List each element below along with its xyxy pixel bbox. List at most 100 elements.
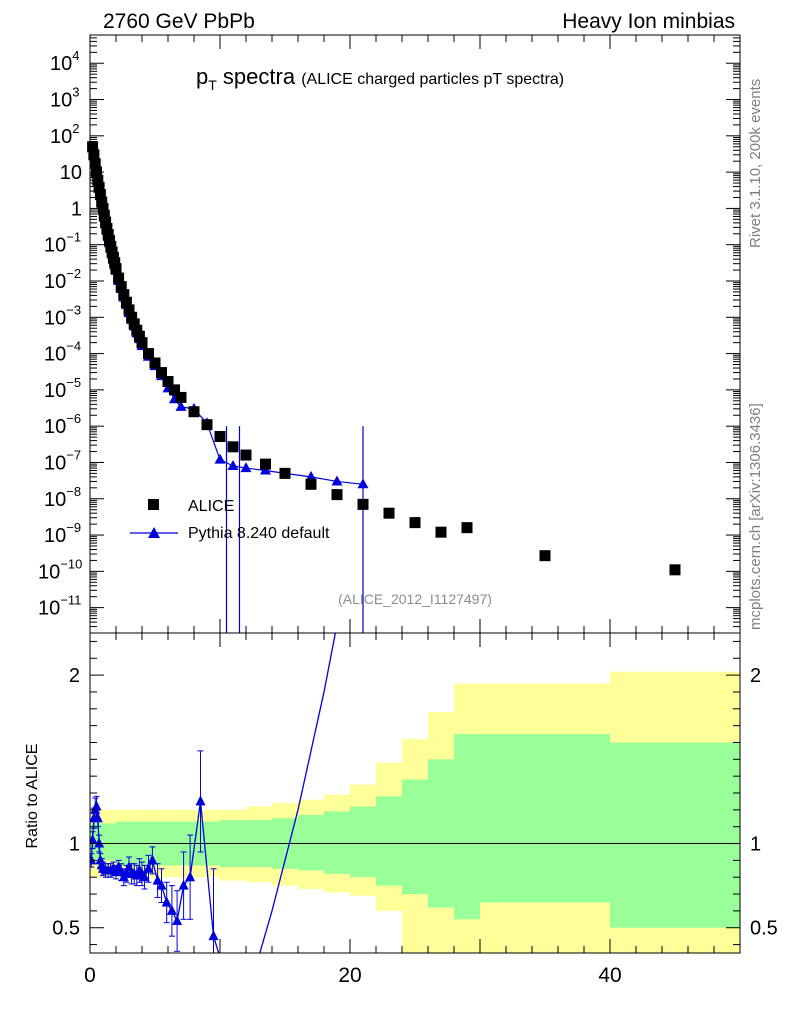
alice-point bbox=[331, 489, 343, 501]
pythia-point bbox=[305, 470, 317, 481]
ratio-data-layer bbox=[90, 633, 337, 953]
alice-point bbox=[305, 478, 317, 490]
ratio-point bbox=[161, 896, 172, 907]
ratio-y-tick-label-right: 1 bbox=[750, 834, 761, 856]
pythia-point bbox=[175, 400, 187, 411]
alice-point bbox=[133, 330, 145, 342]
y-tick-label: 10−1 bbox=[44, 230, 81, 257]
ratio-panel: 0.5 0.51 12 20 20 40 Ratio to ALICE bbox=[24, 632, 778, 987]
alice-point bbox=[162, 376, 174, 388]
y-tick-label: 10−5 bbox=[44, 375, 81, 402]
ratio-y-label: Ratio to ALICE bbox=[24, 744, 41, 849]
legend-label-pythia: Pythia 8.240 default bbox=[188, 525, 330, 542]
alice-point bbox=[149, 357, 161, 369]
alice-point bbox=[227, 441, 239, 453]
alice-point bbox=[156, 367, 167, 379]
alice-point bbox=[461, 522, 473, 534]
x-tick-label: 20 bbox=[338, 964, 361, 987]
green-band-bin bbox=[298, 814, 325, 871]
ratio-y-tick-label: 1 bbox=[69, 834, 80, 856]
alice-point bbox=[539, 550, 551, 562]
ratio-y-tick-label: 2 bbox=[69, 665, 80, 687]
ratio-point bbox=[195, 795, 206, 806]
y-tick-label: 10−4 bbox=[44, 339, 81, 366]
ratio-point bbox=[152, 874, 163, 885]
alice-point bbox=[131, 324, 143, 336]
alice-point bbox=[96, 196, 108, 208]
ratio-y-tick-label-right: 0.5 bbox=[750, 918, 778, 940]
alice-point bbox=[409, 517, 421, 529]
legend-label-alice: ALICE bbox=[188, 498, 234, 515]
alice-point bbox=[89, 158, 101, 170]
ratio-frame bbox=[89, 632, 741, 954]
y-tick-label: 10 bbox=[60, 162, 82, 184]
ratio-point bbox=[166, 904, 177, 915]
x-tick-label: 40 bbox=[598, 964, 621, 987]
alice-point bbox=[97, 202, 109, 214]
main-panel: 10410310210110−110−210−310−410−510−610−7… bbox=[38, 34, 741, 634]
ratio-point bbox=[90, 834, 98, 845]
green-band-bin bbox=[480, 734, 611, 903]
header-right: Heavy Ion minbias bbox=[562, 10, 735, 33]
green-band-bin bbox=[454, 734, 481, 920]
green-band-bin bbox=[402, 779, 429, 895]
legend-marker-pythia bbox=[148, 527, 160, 538]
alice-point bbox=[98, 209, 110, 221]
ratio-point bbox=[92, 812, 103, 823]
y-tick-label: 10−2 bbox=[44, 266, 81, 293]
y-tick-label: 10−6 bbox=[44, 411, 81, 438]
y-tick-label: 10−7 bbox=[44, 447, 81, 474]
main-data-layer bbox=[87, 141, 681, 633]
alice-point bbox=[118, 289, 130, 301]
alice-point bbox=[128, 318, 140, 330]
analysis-reference: (ALICE_2012_I1127497) bbox=[338, 591, 492, 607]
alice-point bbox=[123, 304, 135, 316]
alice-point bbox=[109, 257, 121, 269]
y-tick-label: 10−9 bbox=[44, 520, 81, 547]
pythia-point bbox=[227, 459, 239, 470]
alice-point bbox=[113, 272, 125, 284]
alice-point bbox=[143, 348, 154, 360]
main-y-ticks: 10410310210110−110−210−310−410−510−610−7… bbox=[38, 34, 741, 634]
alice-point bbox=[169, 384, 180, 396]
ratio-point bbox=[139, 871, 150, 882]
y-tick-label: 103 bbox=[50, 85, 79, 112]
green-band-bin bbox=[350, 806, 377, 878]
ratio-point bbox=[185, 871, 196, 882]
ratio-ticks: 0.5 0.51 12 20 20 40 bbox=[52, 633, 778, 987]
green-band-bin bbox=[376, 796, 403, 886]
ratio-point bbox=[178, 879, 189, 890]
y-tick-label: 102 bbox=[50, 121, 79, 148]
pythia-point bbox=[357, 478, 369, 489]
ratio-point bbox=[172, 915, 183, 925]
x-tick-label: 0 bbox=[84, 964, 96, 987]
alice-point bbox=[87, 141, 99, 153]
ratio-point bbox=[94, 837, 105, 848]
pythia-point bbox=[214, 453, 226, 464]
y-tick-label: 10−10 bbox=[38, 556, 82, 583]
legend: ALICE Pythia 8.240 default bbox=[130, 498, 330, 542]
alice-point bbox=[101, 222, 113, 234]
side-label-rivet: Rivet 3.1.10, 200k events bbox=[747, 79, 764, 248]
alice-point bbox=[175, 391, 187, 403]
alice-point bbox=[201, 419, 213, 431]
alice-point bbox=[92, 174, 104, 186]
y-tick-label: 10−3 bbox=[44, 302, 81, 329]
alice-point bbox=[104, 235, 115, 247]
ratio-point bbox=[147, 854, 158, 865]
y-tick-label: 10−11 bbox=[38, 593, 81, 620]
green-band-bin bbox=[324, 811, 351, 874]
header-left: 2760 GeV PbPb bbox=[103, 10, 255, 33]
green-band-bin bbox=[610, 742, 740, 928]
ratio-y-tick-label-right: 2 bbox=[750, 665, 761, 687]
alice-point bbox=[669, 564, 681, 576]
alice-point bbox=[100, 216, 112, 228]
main-frame bbox=[89, 34, 741, 634]
alice-point bbox=[188, 406, 200, 418]
alice-point bbox=[279, 467, 291, 479]
alice-point bbox=[214, 430, 226, 442]
ratio-point bbox=[91, 800, 102, 811]
main-title: pT spectra (ALICE charged particles pT s… bbox=[196, 64, 564, 93]
ratio-uncertainty-bands bbox=[90, 671, 740, 953]
